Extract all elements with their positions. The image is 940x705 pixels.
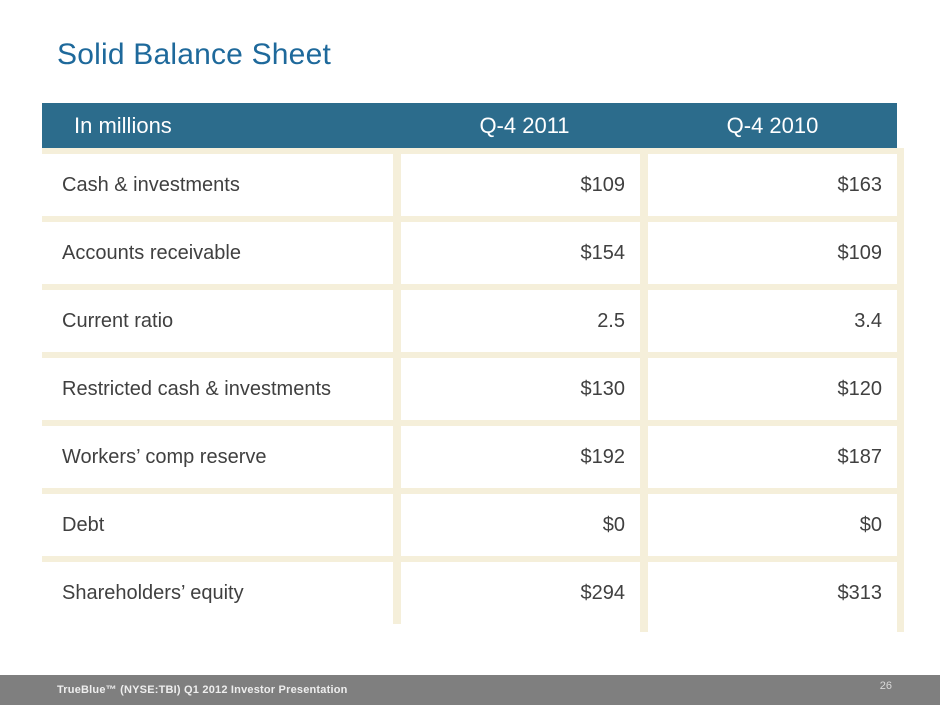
table-header-in-millions: In millions — [74, 112, 172, 138]
table-row-value-q4-2011: $130 — [401, 358, 640, 420]
table-header-q4-2011: Q-4 2011 — [479, 112, 570, 138]
table-row-value-q4-2011: $294 — [401, 562, 640, 624]
table-row-value-q4-2011: $154 — [401, 222, 640, 284]
table-row-label: Cash & investments — [42, 154, 393, 216]
balance-sheet-table: In millions Q-4 2011 Q-4 2010 Cash & inv… — [42, 103, 897, 624]
table-row-value-q4-2010: $0 — [648, 494, 897, 556]
table-row-value-q4-2010: $120 — [648, 358, 897, 420]
table-row-value-q4-2010: 3.4 — [648, 290, 897, 352]
table-row-label: Workers’ comp reserve — [42, 426, 393, 488]
table-header-q4-2010: Q-4 2010 — [726, 112, 819, 138]
table-header-row: In millions Q-4 2011 Q-4 2010 — [42, 103, 897, 148]
footer-bar: TrueBlue™ (NYSE:TBI) Q1 2012 Investor Pr… — [0, 675, 940, 705]
table-row-value-q4-2010: $163 — [648, 154, 897, 216]
table-row-value-q4-2011: 2.5 — [401, 290, 640, 352]
table-row-label: Accounts receivable — [42, 222, 393, 284]
table-row-value-q4-2010: $109 — [648, 222, 897, 284]
table-row-label: Restricted cash & investments — [42, 358, 393, 420]
table-row-value-q4-2011: $0 — [401, 494, 640, 556]
table-row-label: Debt — [42, 494, 393, 556]
table-row-label: Shareholders’ equity — [42, 562, 393, 624]
table-row-value-q4-2011: $192 — [401, 426, 640, 488]
slide-title: Solid Balance Sheet — [57, 38, 331, 71]
table-row-label: Current ratio — [42, 290, 393, 352]
table-bottom-overflow-col3 — [648, 624, 897, 632]
table-right-border — [897, 148, 904, 632]
table-row-value-q4-2011: $109 — [401, 154, 640, 216]
table-bottom-overflow-col2 — [401, 624, 640, 632]
table-row-value-q4-2010: $187 — [648, 426, 897, 488]
table-row-value-q4-2010: $313 — [648, 562, 897, 624]
footer-text: TrueBlue™ (NYSE:TBI) Q1 2012 Investor Pr… — [57, 684, 348, 696]
page-number: 26 — [879, 680, 892, 692]
table-divider-stub — [640, 624, 648, 632]
